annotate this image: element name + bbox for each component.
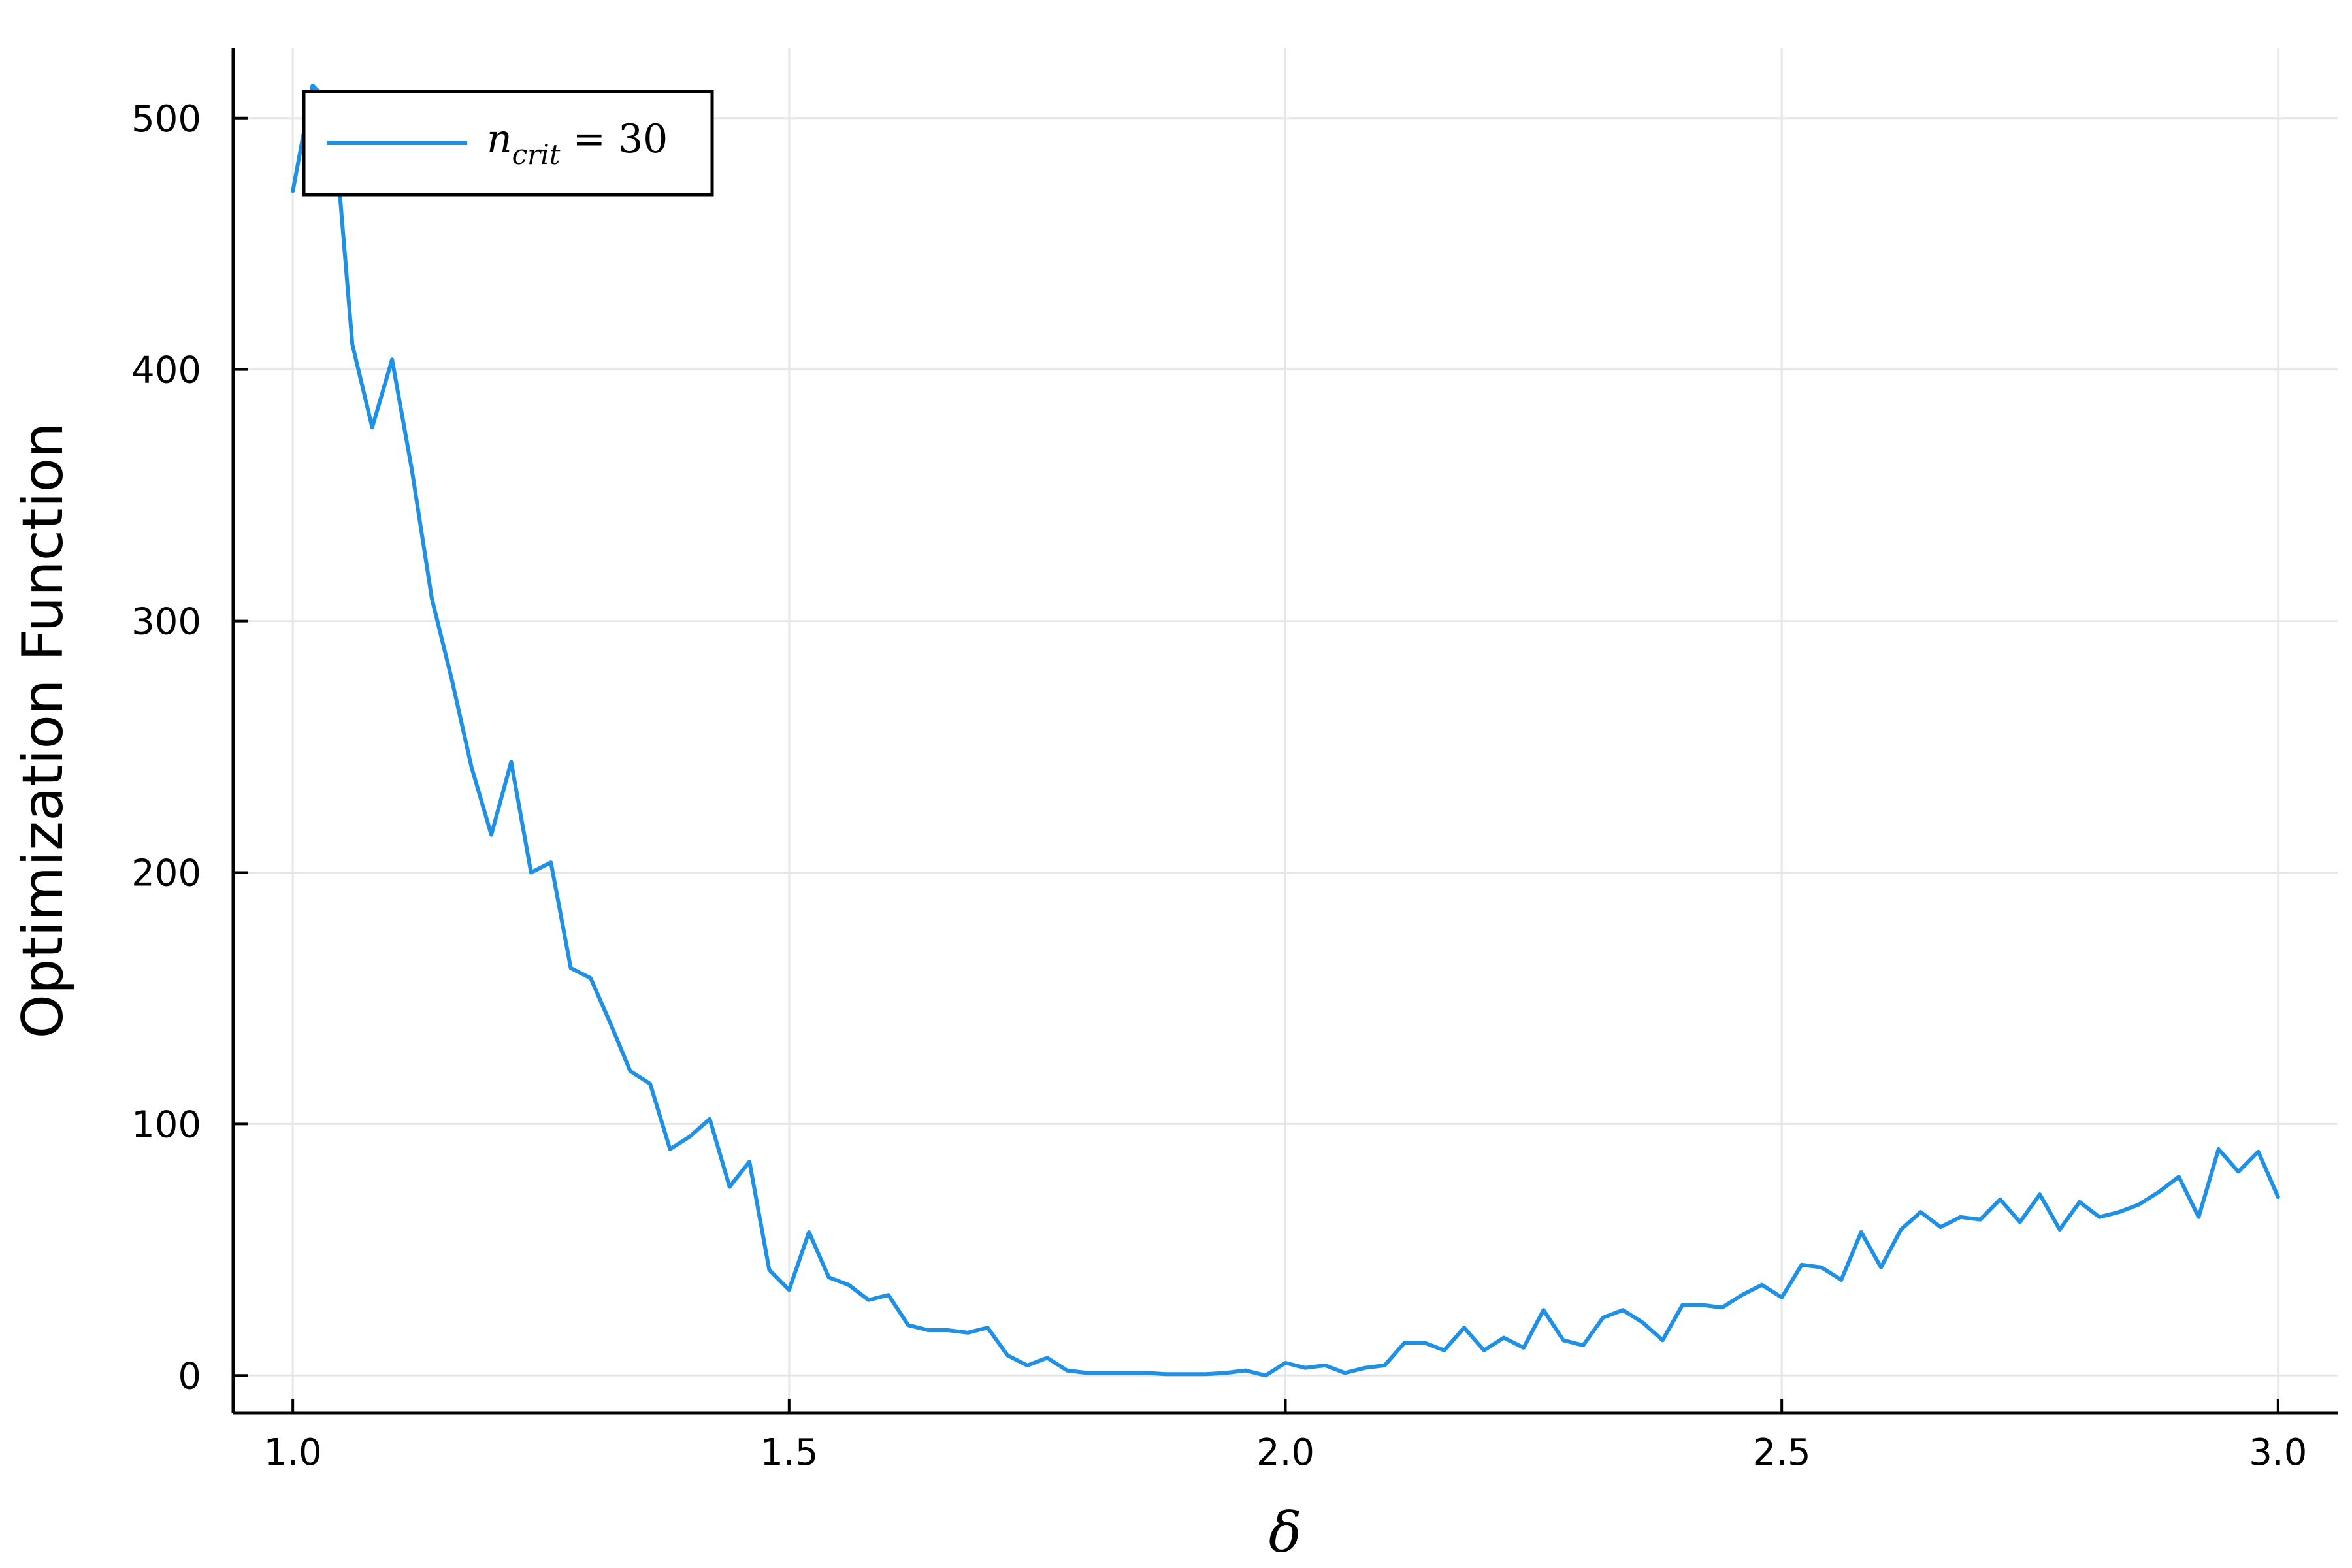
y-tick-label: 100 xyxy=(131,1103,201,1146)
x-tick-label: 2.0 xyxy=(1256,1431,1315,1474)
legend: ncrit = 30 xyxy=(302,90,714,197)
y-axis-label: Optimization Function xyxy=(10,422,76,1038)
legend-label-base: n xyxy=(487,116,512,162)
x-tick-label: 1.0 xyxy=(264,1431,322,1474)
x-tick-label: 1.5 xyxy=(760,1431,818,1474)
grid-lines xyxy=(233,48,2338,1413)
x-tick-labels: 1.0 1.5 2.0 2.5 3.0 xyxy=(264,1431,2308,1474)
y-tick-label: 0 xyxy=(178,1355,201,1397)
y-tick-label: 500 xyxy=(131,98,201,140)
axis-ticks xyxy=(233,116,2279,1413)
x-axis-label: δ xyxy=(1269,1501,1302,1565)
legend-label: ncrit = 30 xyxy=(487,116,668,171)
y-tick-label: 400 xyxy=(131,350,201,392)
x-tick-label: 3.0 xyxy=(2249,1431,2307,1474)
axes xyxy=(231,48,2338,1415)
series-line xyxy=(291,83,2280,1378)
legend-label-subscript: crit xyxy=(512,139,561,171)
series-layer xyxy=(291,83,2280,1378)
y-tick-label: 200 xyxy=(131,852,201,894)
y-tick-labels: 0 100 200 300 400 500 xyxy=(131,98,201,1397)
x-tick-label: 2.5 xyxy=(1753,1431,1811,1474)
y-tick-label: 300 xyxy=(131,601,201,644)
legend-label-rest: = 30 xyxy=(561,116,668,162)
